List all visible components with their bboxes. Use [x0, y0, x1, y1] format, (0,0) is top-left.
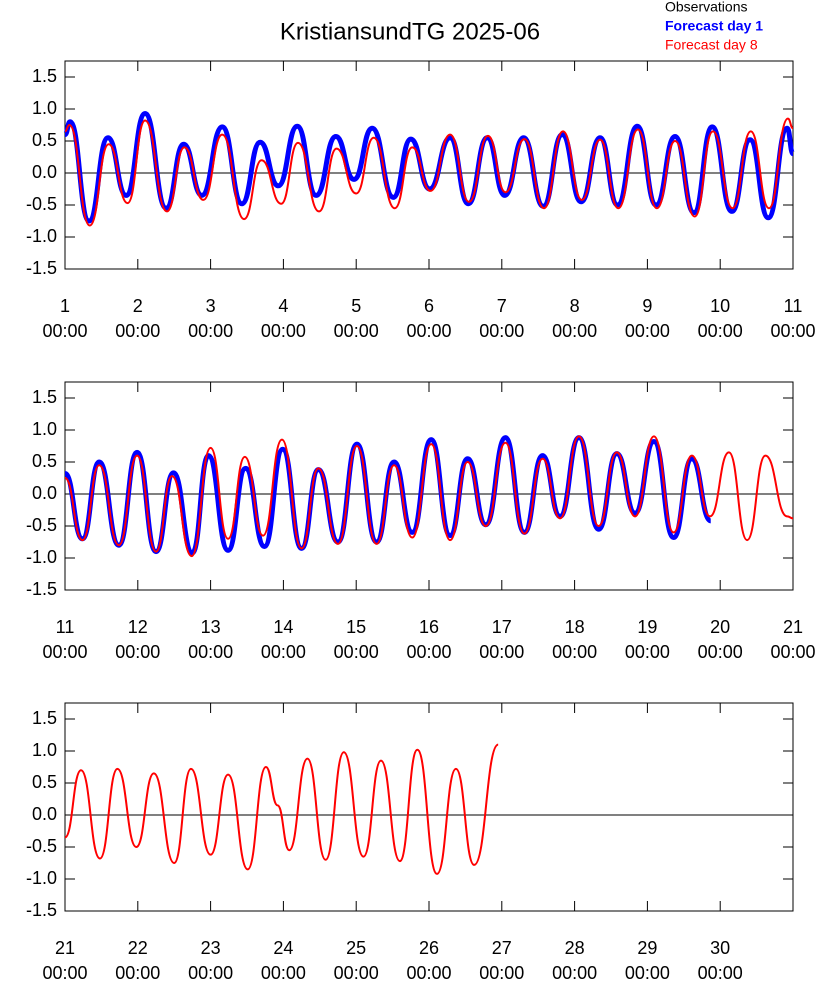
legend-entry: Observations — [665, 0, 747, 15]
y-tick-label: -0.5 — [26, 836, 57, 856]
x-tick-label: 24 — [273, 938, 293, 958]
x-tick-time: 00:00 — [406, 963, 451, 981]
y-tick-label: -0.5 — [26, 515, 57, 535]
x-tick-label: 14 — [273, 617, 293, 637]
x-tick-label: 6 — [424, 296, 434, 316]
x-tick-time: 00:00 — [334, 321, 379, 341]
x-tick-time: 00:00 — [698, 963, 743, 981]
x-tick-time: 00:00 — [625, 642, 670, 662]
x-tick-time: 00:00 — [770, 321, 815, 341]
series-line — [64, 743, 500, 875]
x-tick-time: 00:00 — [625, 963, 670, 981]
x-tick-label: 2 — [133, 296, 143, 316]
x-tick-label: 25 — [346, 938, 366, 958]
x-tick-label: 19 — [637, 617, 657, 637]
x-tick-time: 00:00 — [42, 321, 87, 341]
x-tick-time: 00:00 — [406, 321, 451, 341]
x-tick-label: 5 — [351, 296, 361, 316]
x-tick-label: 8 — [570, 296, 580, 316]
x-tick-label: 7 — [497, 296, 507, 316]
x-tick-time: 00:00 — [625, 321, 670, 341]
y-tick-label: 0.0 — [32, 483, 57, 503]
x-tick-label: 15 — [346, 617, 366, 637]
x-tick-label: 20 — [710, 617, 730, 637]
x-tick-time: 00:00 — [552, 963, 597, 981]
y-tick-label: -0.5 — [26, 194, 57, 214]
y-tick-label: 0.5 — [32, 451, 57, 471]
x-tick-label: 3 — [206, 296, 216, 316]
x-tick-label: 21 — [783, 617, 803, 637]
y-tick-label: 1.0 — [32, 419, 57, 439]
x-tick-label: 26 — [419, 938, 439, 958]
y-tick-label: -1.0 — [26, 547, 57, 567]
x-tick-label: 22 — [128, 938, 148, 958]
x-tick-label: 10 — [710, 296, 730, 316]
x-tick-label: 17 — [492, 617, 512, 637]
x-tick-label: 4 — [278, 296, 288, 316]
y-tick-label: -1.0 — [26, 868, 57, 888]
x-tick-time: 00:00 — [334, 642, 379, 662]
x-tick-time: 00:00 — [261, 963, 306, 981]
y-tick-label: 1.5 — [32, 387, 57, 407]
x-tick-label: 27 — [492, 938, 512, 958]
x-tick-label: 12 — [128, 617, 148, 637]
x-tick-time: 00:00 — [188, 642, 233, 662]
x-tick-time: 00:00 — [698, 321, 743, 341]
y-tick-label: 1.5 — [32, 708, 57, 728]
y-tick-label: 1.0 — [32, 98, 57, 118]
y-tick-label: 0.5 — [32, 130, 57, 150]
y-tick-label: 0.0 — [32, 804, 57, 824]
x-tick-label: 1 — [60, 296, 70, 316]
legend-entry: Forecast day 8 — [665, 37, 758, 53]
x-tick-label: 11 — [56, 617, 75, 637]
x-tick-label: 18 — [565, 617, 585, 637]
x-tick-time: 00:00 — [334, 963, 379, 981]
x-tick-label: 13 — [201, 617, 221, 637]
legend-entry: Forecast day 1 — [665, 18, 763, 34]
x-tick-time: 00:00 — [115, 642, 160, 662]
y-tick-label: 1.5 — [32, 66, 57, 86]
series-line — [64, 117, 794, 227]
x-tick-label: 30 — [710, 938, 730, 958]
x-tick-label: 29 — [637, 938, 657, 958]
x-tick-time: 00:00 — [42, 963, 87, 981]
y-tick-label: -1.5 — [26, 579, 57, 599]
y-tick-label: -1.5 — [26, 900, 57, 920]
x-tick-time: 00:00 — [115, 963, 160, 981]
x-tick-time: 00:00 — [770, 642, 815, 662]
y-tick-label: 0.0 — [32, 162, 57, 182]
y-tick-label: -1.5 — [26, 258, 57, 278]
x-tick-time: 00:00 — [698, 642, 743, 662]
x-tick-time: 00:00 — [261, 642, 306, 662]
x-tick-label: 9 — [642, 296, 652, 316]
x-tick-time: 00:00 — [115, 321, 160, 341]
series-line — [64, 435, 794, 558]
x-tick-time: 00:00 — [188, 321, 233, 341]
x-tick-time: 00:00 — [552, 642, 597, 662]
x-tick-label: 11 — [784, 296, 803, 316]
y-tick-label: 1.0 — [32, 740, 57, 760]
x-tick-time: 00:00 — [261, 321, 306, 341]
x-tick-time: 00:00 — [552, 321, 597, 341]
y-tick-label: -1.0 — [26, 226, 57, 246]
x-tick-time: 00:00 — [479, 321, 524, 341]
x-tick-label: 23 — [201, 938, 221, 958]
x-tick-time: 00:00 — [479, 642, 524, 662]
x-tick-time: 00:00 — [406, 642, 451, 662]
x-tick-label: 16 — [419, 617, 439, 637]
y-tick-label: 0.5 — [32, 772, 57, 792]
x-tick-time: 00:00 — [188, 963, 233, 981]
x-tick-time: 00:00 — [42, 642, 87, 662]
chart-title: KristiansundTG 2025-06 — [280, 18, 540, 45]
x-tick-label: 28 — [565, 938, 585, 958]
x-tick-time: 00:00 — [479, 963, 524, 981]
x-tick-label: 21 — [55, 938, 75, 958]
